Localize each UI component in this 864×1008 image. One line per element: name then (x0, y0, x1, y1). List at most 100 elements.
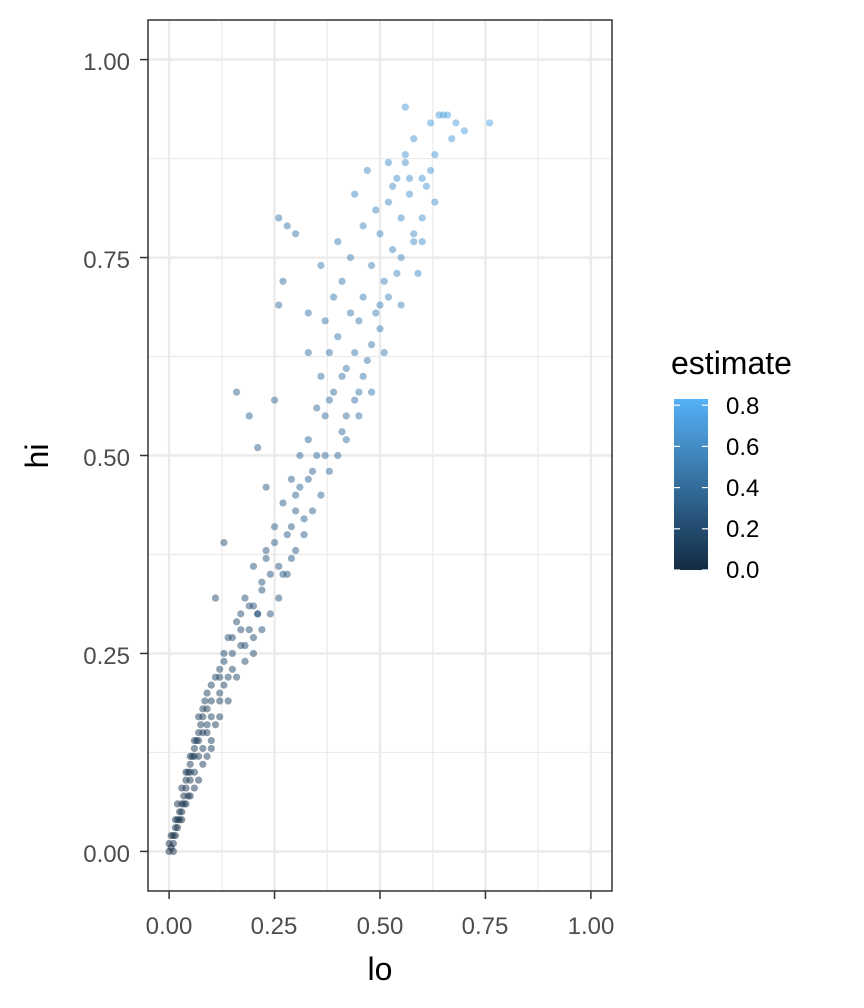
data-point (308, 467, 317, 475)
data-point (224, 634, 232, 642)
data-point (283, 222, 291, 230)
data-point (228, 665, 236, 673)
data-point (224, 697, 232, 705)
data-point (266, 570, 274, 578)
data-point (376, 325, 384, 333)
data-point (237, 610, 245, 618)
data-point (300, 531, 308, 539)
data-point (418, 214, 426, 222)
x-axis-title: lo (368, 951, 393, 987)
y-tick-label: 0.25 (83, 643, 130, 670)
data-point (317, 372, 325, 380)
data-point (199, 744, 207, 753)
data-point (249, 602, 258, 610)
data-point (190, 744, 198, 753)
data-point (334, 333, 342, 341)
data-point (258, 578, 266, 586)
data-point (376, 301, 384, 309)
data-point (287, 523, 296, 531)
data-point (254, 610, 262, 618)
data-point (359, 372, 367, 380)
data-point (380, 348, 388, 357)
data-point (321, 317, 329, 325)
data-point (207, 736, 215, 745)
data-point (275, 562, 283, 570)
data-point (216, 713, 224, 721)
data-points (165, 103, 494, 856)
data-point (180, 800, 188, 808)
data-point (313, 404, 321, 412)
data-point (351, 396, 359, 404)
data-point (304, 348, 312, 357)
legend: estimate 0.0 0.2 0.4 0.6 0.8 (671, 345, 792, 584)
data-point (279, 277, 287, 285)
data-point (211, 594, 220, 602)
data-point (338, 372, 346, 380)
data-point (275, 214, 283, 222)
data-point (330, 293, 338, 301)
data-point (431, 198, 439, 206)
data-point (270, 539, 279, 547)
data-point (363, 356, 371, 365)
data-point (355, 317, 363, 325)
data-point (338, 277, 346, 285)
data-point (258, 626, 266, 634)
data-point (275, 594, 283, 602)
data-point (199, 760, 207, 768)
data-point (249, 649, 258, 658)
data-point (325, 348, 333, 357)
data-point (167, 831, 175, 840)
data-point (169, 847, 177, 856)
data-point (372, 206, 380, 214)
data-point (300, 515, 308, 523)
data-point (321, 451, 329, 460)
data-point (220, 657, 228, 665)
data-point (262, 483, 270, 491)
data-point (393, 174, 401, 182)
data-point (241, 657, 249, 665)
data-point (220, 649, 228, 658)
data-point (245, 626, 253, 634)
data-point (201, 697, 209, 705)
data-point (317, 491, 325, 499)
data-point (199, 729, 207, 737)
data-point (195, 713, 203, 721)
data-point (338, 428, 346, 436)
data-point (232, 673, 241, 681)
data-point (486, 119, 494, 127)
data-point (351, 348, 359, 357)
data-point (397, 253, 405, 262)
data-point (384, 158, 393, 167)
x-tick-label: 0.75 (462, 913, 509, 940)
data-point (275, 301, 283, 309)
data-point (178, 808, 186, 816)
y-tick-label: 0.00 (83, 841, 130, 868)
data-point (397, 301, 405, 309)
data-point (414, 269, 422, 277)
x-tick-label: 0.25 (251, 913, 298, 940)
data-point (296, 483, 304, 491)
data-point (292, 546, 300, 555)
data-point (292, 507, 300, 515)
legend-label: 0.4 (726, 475, 759, 502)
x-tick-label: 0.50 (357, 913, 404, 940)
data-point (254, 443, 262, 452)
data-point (460, 127, 468, 135)
data-point (296, 451, 304, 460)
data-point (443, 111, 452, 119)
data-point (389, 182, 397, 190)
data-point (325, 396, 333, 404)
y-tick-label: 0.75 (83, 247, 130, 274)
data-point (216, 697, 224, 705)
data-point (207, 697, 215, 705)
data-point (203, 705, 211, 713)
data-point (304, 475, 312, 483)
data-point (186, 752, 194, 760)
data-point (224, 673, 232, 681)
data-point (330, 388, 338, 396)
data-point (317, 261, 325, 270)
data-point (197, 721, 205, 729)
data-point (401, 103, 409, 111)
data-point (190, 736, 198, 745)
data-point (292, 230, 300, 238)
